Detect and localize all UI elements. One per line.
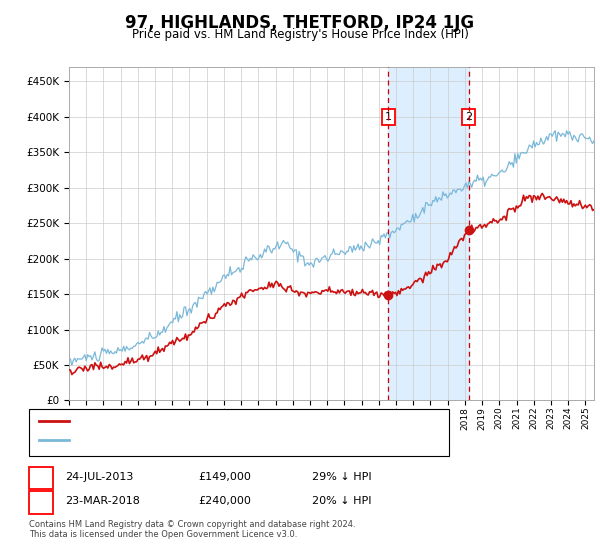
Text: 2: 2 <box>465 112 472 122</box>
Text: Price paid vs. HM Land Registry's House Price Index (HPI): Price paid vs. HM Land Registry's House … <box>131 28 469 41</box>
Text: 23-MAR-2018: 23-MAR-2018 <box>65 496 140 506</box>
Text: 2: 2 <box>37 496 44 506</box>
Text: 1: 1 <box>37 472 44 482</box>
Text: 29% ↓ HPI: 29% ↓ HPI <box>312 472 371 482</box>
Text: 97, HIGHLANDS, THETFORD, IP24 1JG (detached house): 97, HIGHLANDS, THETFORD, IP24 1JG (detac… <box>75 416 380 426</box>
Text: 24-JUL-2013: 24-JUL-2013 <box>65 472 133 482</box>
Text: 1: 1 <box>385 112 392 122</box>
Text: £149,000: £149,000 <box>198 472 251 482</box>
Text: HPI: Average price, detached house, Breckland: HPI: Average price, detached house, Brec… <box>75 435 332 445</box>
Text: £240,000: £240,000 <box>198 496 251 506</box>
Text: 20% ↓ HPI: 20% ↓ HPI <box>312 496 371 506</box>
Text: Contains HM Land Registry data © Crown copyright and database right 2024.
This d: Contains HM Land Registry data © Crown c… <box>29 520 355 539</box>
Bar <box>388 67 469 400</box>
Text: 97, HIGHLANDS, THETFORD, IP24 1JG: 97, HIGHLANDS, THETFORD, IP24 1JG <box>125 14 475 32</box>
